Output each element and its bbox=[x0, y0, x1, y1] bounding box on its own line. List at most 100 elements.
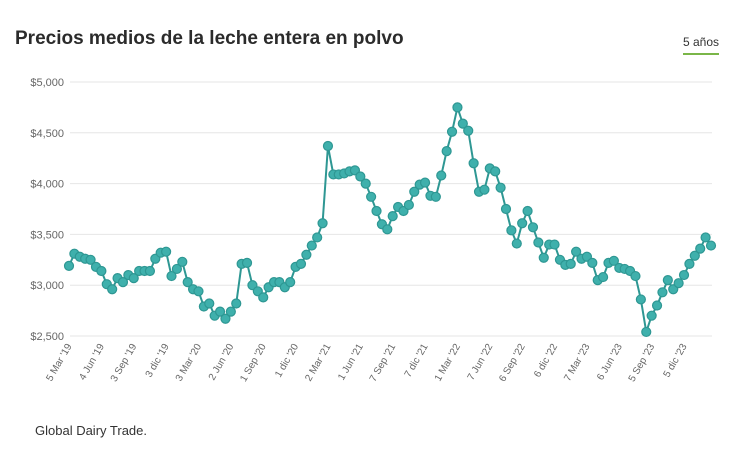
data-point bbox=[630, 270, 641, 282]
data-point bbox=[301, 249, 312, 260]
data-point bbox=[657, 287, 668, 298]
data-point bbox=[500, 203, 512, 215]
data-point bbox=[322, 140, 334, 152]
data-point bbox=[608, 255, 619, 266]
x-tick-label: 1 Sep '20 bbox=[238, 342, 269, 384]
x-tick-label: 7 Jun '22 bbox=[466, 342, 496, 383]
data-point bbox=[107, 284, 118, 295]
data-point bbox=[193, 286, 204, 297]
data-point bbox=[85, 254, 96, 265]
data-point bbox=[511, 238, 522, 249]
data-point bbox=[430, 191, 441, 202]
data-point bbox=[495, 182, 506, 193]
x-tick-label: 5 Sep '23 bbox=[627, 342, 658, 384]
data-point bbox=[463, 125, 474, 136]
data-point bbox=[635, 294, 646, 305]
y-tick-label: $4,000 bbox=[30, 179, 64, 191]
y-tick-label: $3,500 bbox=[30, 229, 64, 241]
data-point bbox=[241, 257, 253, 268]
y-tick-label: $3,000 bbox=[30, 280, 64, 292]
data-point bbox=[436, 170, 447, 181]
data-point bbox=[285, 277, 296, 288]
data-point bbox=[452, 102, 463, 113]
data-point bbox=[387, 211, 398, 222]
data-point bbox=[700, 232, 711, 243]
data-point bbox=[549, 239, 560, 250]
data-point bbox=[382, 224, 393, 235]
x-tick-label: 7 Sep '21 bbox=[368, 342, 399, 384]
range-5-years-button[interactable]: 5 años bbox=[683, 35, 720, 55]
x-tick-label: 4 Jun '19 bbox=[77, 342, 107, 383]
data-point bbox=[63, 260, 75, 271]
data-point bbox=[695, 243, 706, 254]
data-point bbox=[565, 258, 576, 269]
y-tick-label: $2,500 bbox=[30, 331, 64, 343]
data-point bbox=[419, 177, 431, 188]
data-point bbox=[533, 237, 544, 248]
y-tick-label: $4,500 bbox=[30, 128, 64, 140]
source-credit: Global Dairy Trade. bbox=[35, 423, 147, 438]
y-tick-label: $5,000 bbox=[30, 77, 64, 89]
data-point bbox=[225, 306, 236, 317]
data-point bbox=[479, 184, 490, 195]
data-point bbox=[171, 263, 182, 275]
data-point bbox=[446, 126, 458, 137]
data-point bbox=[128, 272, 139, 284]
data-point bbox=[673, 278, 684, 289]
data-point bbox=[662, 275, 673, 286]
data-point bbox=[366, 191, 377, 202]
x-tick-label: 6 Sep '22 bbox=[497, 342, 528, 384]
x-tick-label: 1 Mar '22 bbox=[433, 342, 463, 384]
x-tick-label: 3 dic '19 bbox=[144, 342, 172, 380]
x-tick-label: 1 Jun '21 bbox=[336, 342, 366, 383]
x-tick-label: 3 Mar '20 bbox=[174, 342, 204, 384]
data-point bbox=[538, 252, 549, 263]
data-point bbox=[506, 225, 517, 236]
data-point bbox=[214, 306, 226, 317]
data-point bbox=[355, 171, 366, 182]
x-tick-label: 7 dic '21 bbox=[403, 342, 431, 380]
data-point bbox=[684, 258, 695, 269]
data-point bbox=[517, 218, 528, 229]
data-point bbox=[646, 310, 657, 321]
data-point bbox=[144, 265, 156, 277]
data-point bbox=[96, 265, 107, 277]
x-tick-label: 6 dic '22 bbox=[532, 342, 560, 380]
x-tick-label: 5 Mar '19 bbox=[44, 342, 74, 384]
data-point bbox=[182, 277, 193, 288]
data-point bbox=[117, 277, 129, 288]
data-point bbox=[705, 240, 717, 251]
data-point bbox=[220, 313, 231, 324]
data-point bbox=[441, 145, 452, 157]
data-point bbox=[651, 300, 663, 311]
data-point bbox=[641, 326, 652, 338]
x-tick-label: 6 Jun '23 bbox=[595, 342, 625, 383]
data-point bbox=[598, 271, 609, 283]
data-point bbox=[204, 298, 215, 309]
data-point bbox=[571, 246, 582, 257]
x-tick-label: 5 dic '23 bbox=[662, 342, 690, 380]
x-tick-label: 3 Sep '19 bbox=[109, 342, 140, 384]
x-tick-label: 1 dic '20 bbox=[273, 342, 301, 380]
data-point bbox=[295, 258, 307, 269]
data-point bbox=[689, 250, 700, 261]
data-point bbox=[312, 232, 323, 243]
data-point bbox=[306, 240, 317, 251]
x-tick-label: 2 Jun '20 bbox=[207, 342, 237, 383]
data-point bbox=[522, 205, 533, 217]
data-point bbox=[409, 186, 420, 197]
data-point bbox=[490, 166, 501, 177]
data-point bbox=[161, 246, 172, 257]
data-point bbox=[678, 269, 690, 281]
data-point bbox=[317, 218, 328, 229]
data-point bbox=[403, 199, 414, 211]
data-point bbox=[166, 270, 177, 282]
data-point bbox=[258, 292, 269, 303]
chart-title: Precios medios de la leche entera en pol… bbox=[15, 28, 404, 49]
data-point bbox=[177, 256, 188, 267]
data-point bbox=[371, 205, 382, 217]
data-point bbox=[457, 118, 468, 129]
x-tick-label: 2 Mar '21 bbox=[303, 342, 333, 384]
